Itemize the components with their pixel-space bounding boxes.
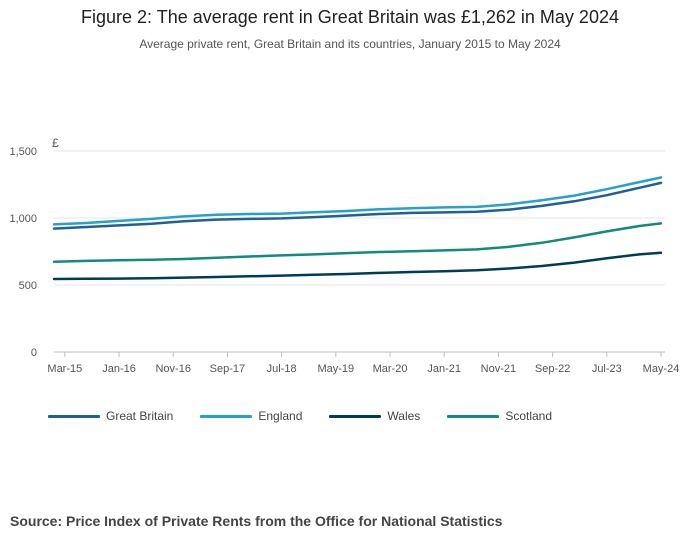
x-tick-label: May-19: [317, 363, 354, 375]
chart-subtitle: Average private rent, Great Britain and …: [139, 37, 561, 51]
legend-item-great-britain: Great Britain: [48, 409, 173, 423]
legend-label: Great Britain: [106, 409, 174, 423]
y-tick-label: 1,500: [9, 146, 37, 158]
series-line-great-britain: [52, 181, 663, 230]
x-tick-label: Mar-20: [373, 363, 408, 375]
y-tick-label: 500: [19, 280, 37, 292]
legend-item-scotland: Scotland: [447, 409, 552, 423]
legend-item-wales: Wales: [329, 409, 420, 423]
legend-label: England: [258, 409, 303, 423]
y-tick-label: 0: [31, 347, 37, 359]
line-chart: 0 500 1,000 1,500 £ Mar-15 Jan-16 Nov-16 Sep-17 J…: [9, 136, 680, 375]
x-tick-label: Jul-18: [267, 363, 297, 375]
legend-label: Scotland: [505, 409, 553, 423]
x-tick-label: Mar-15: [47, 363, 82, 375]
legend-swatch: [329, 414, 382, 418]
x-tick-label: Nov-16: [155, 363, 190, 375]
series-line-wales: [52, 251, 663, 281]
x-tick-label: Nov-21: [481, 363, 516, 375]
y-unit-label: £: [52, 136, 59, 150]
x-tick-label: May-24: [643, 363, 680, 375]
chart-title: Figure 2: The average rent in Great Brit…: [81, 7, 619, 27]
legend-swatch: [200, 414, 253, 418]
series-line-scotland: [52, 222, 663, 263]
legend-swatch: [447, 414, 500, 418]
y-tick-label: 1,000: [9, 213, 37, 225]
x-tick-label: Sep-22: [535, 363, 570, 375]
legend-label: Wales: [387, 409, 421, 423]
x-tick-label: Jul-23: [592, 363, 622, 375]
series-line-england: [52, 176, 663, 226]
x-tick-label: Jan-16: [102, 363, 136, 375]
legend-swatch: [48, 414, 100, 418]
legend-item-england: England: [200, 409, 302, 423]
source-note: Source: Price Index of Private Rents fro…: [10, 513, 503, 529]
legend: Great Britain England Wales Scotland: [48, 409, 579, 423]
x-tick-label: Jan-21: [427, 363, 461, 375]
x-tick-label: Sep-17: [210, 363, 245, 375]
